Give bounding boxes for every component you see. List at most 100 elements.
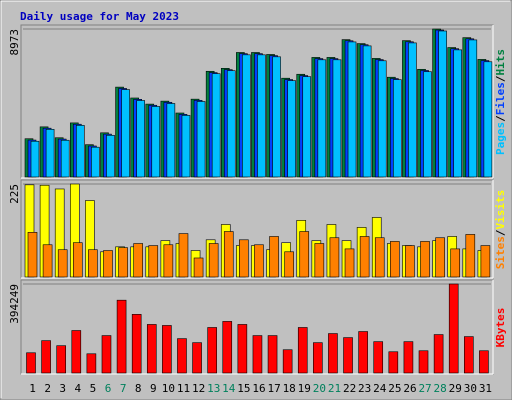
bar (287, 80, 296, 178)
bar (162, 325, 172, 374)
bar (208, 243, 219, 278)
bar (358, 331, 368, 374)
bar (418, 350, 429, 374)
x-tick-label: 20 (313, 382, 326, 395)
bar (72, 242, 83, 278)
bar (480, 245, 491, 278)
bar (148, 245, 159, 278)
bar (193, 257, 204, 278)
bar (136, 100, 145, 178)
x-tick-label: 29 (449, 382, 462, 395)
bar (408, 42, 417, 178)
x-tick-label: 3 (59, 382, 66, 395)
x-tick-label: 26 (403, 382, 416, 395)
bar (177, 338, 187, 374)
x-tick-label: 21 (328, 382, 341, 395)
x-tick-label: 18 (283, 382, 296, 395)
bar (272, 56, 281, 178)
bar (448, 283, 459, 374)
bar (118, 247, 128, 278)
x-tick-label: 7 (120, 382, 127, 395)
x-tick-label: 30 (464, 382, 477, 395)
bar (88, 249, 98, 278)
legend-entry: KBytes (494, 308, 507, 348)
bar (282, 349, 293, 374)
bar (60, 139, 70, 178)
bar (302, 76, 312, 178)
bar (317, 59, 327, 178)
bar (178, 233, 189, 278)
bar (297, 327, 308, 374)
bar (166, 103, 176, 178)
bar (464, 336, 474, 374)
x-tick-label: 17 (267, 382, 280, 395)
bar (57, 249, 68, 278)
bar (192, 342, 202, 374)
bar (223, 231, 234, 278)
x-tick-label: 8 (135, 382, 142, 395)
bar (388, 351, 399, 374)
x-tick-label: 14 (222, 382, 236, 395)
bar (226, 70, 236, 178)
bar (374, 237, 385, 278)
bar (483, 61, 493, 178)
bar (254, 244, 264, 278)
y-tick-label: 225 (8, 184, 21, 204)
bar (163, 244, 174, 278)
bar (91, 146, 100, 178)
x-tick-label: 11 (177, 382, 190, 395)
bar (101, 335, 112, 374)
legend: Sites/Visits (494, 190, 507, 270)
legend-entry: Pages (494, 122, 507, 155)
bar (237, 324, 248, 374)
bar (377, 60, 387, 178)
bar (313, 342, 323, 374)
y-tick-label: 8973 (8, 29, 21, 56)
bar (239, 239, 249, 278)
legend-entry: Sites (494, 236, 507, 269)
x-tick-label: 1 (29, 382, 36, 395)
bar (479, 350, 489, 374)
bar (390, 241, 400, 278)
bar (30, 140, 40, 178)
legend-separator: / (494, 229, 507, 236)
bar (435, 237, 445, 278)
bar (196, 101, 206, 178)
bar (347, 41, 357, 178)
bar (242, 54, 251, 178)
x-tick-label: 5 (90, 382, 97, 395)
bar (71, 330, 82, 374)
bar (151, 106, 161, 178)
bar (133, 243, 143, 278)
x-tick-label: 19 (298, 382, 311, 395)
bar (131, 314, 142, 374)
x-tick-label: 24 (373, 382, 387, 395)
bar (359, 236, 370, 278)
bar (181, 115, 191, 178)
bar (465, 234, 476, 278)
bar (433, 334, 444, 374)
legend-entry: Files (494, 82, 507, 115)
bar (75, 125, 85, 178)
bar (299, 231, 310, 278)
bar (26, 352, 36, 374)
legend: Pages/Files/Hits (494, 49, 507, 155)
x-tick-label: 13 (207, 382, 220, 395)
legend-entry: Hits (494, 49, 507, 76)
bar (257, 54, 266, 178)
bar (116, 299, 127, 374)
bar (450, 248, 461, 278)
x-tick-label: 15 (237, 382, 250, 395)
bar (42, 244, 53, 278)
bar (146, 324, 157, 374)
x-tick-label: 31 (479, 382, 492, 395)
x-tick-label: 23 (358, 382, 371, 395)
chart-title: Daily usage for May 2023 (20, 10, 179, 23)
bar (362, 45, 372, 178)
bar (373, 341, 384, 374)
bar (252, 335, 263, 374)
bar (284, 251, 294, 278)
bar (207, 327, 217, 374)
